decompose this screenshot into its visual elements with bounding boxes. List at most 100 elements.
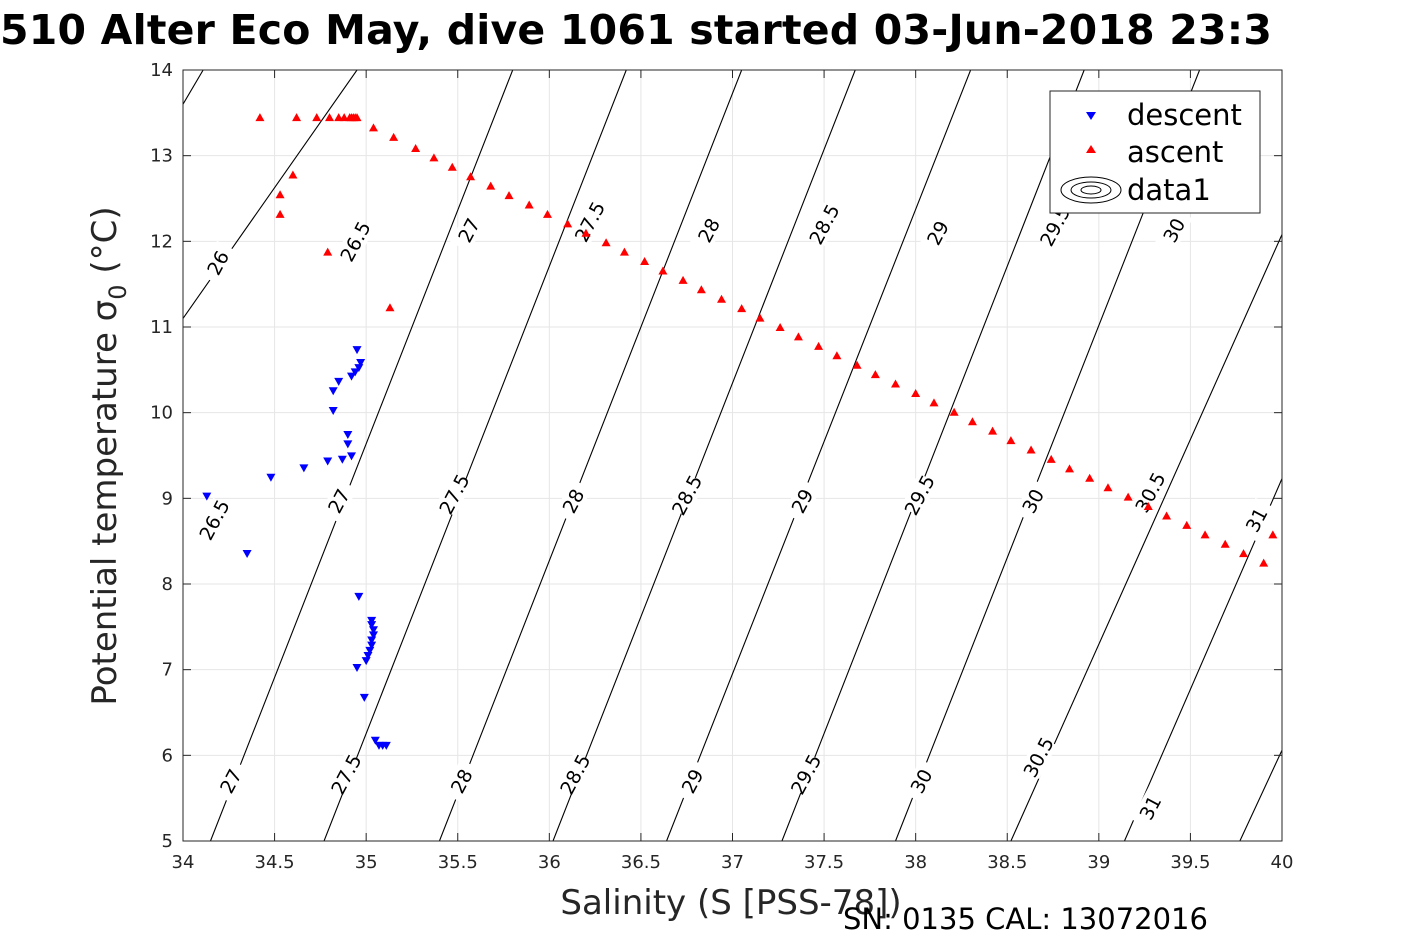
contour-line-28-5 [552,70,856,841]
ascent-point [891,379,901,388]
contour-label-bg [1131,470,1169,515]
ascent-point [255,113,265,122]
y-tick-label: 5 [162,831,173,852]
ascent-point [1143,502,1153,511]
y-tick-label: 10 [150,403,173,424]
ascent-point [1065,464,1075,473]
y-tick-label: 12 [150,231,173,252]
descent-point [368,631,378,640]
contour-label-bg [320,478,358,523]
descent-point [356,358,366,367]
ascent-point [988,426,998,435]
ascent-point [832,351,842,360]
ascent-point [678,275,688,284]
descent-point [370,736,380,745]
x-tick-label: 36.5 [621,852,661,873]
ascent-point [755,313,765,322]
ascent-point [870,370,880,379]
x-tick-label: 38 [904,852,927,873]
descent-point [343,440,353,449]
y-tick-label: 8 [162,574,173,595]
ascent-point [852,360,862,369]
x-tick-label: 35.5 [438,852,478,873]
contour-line-28 [438,70,743,841]
ascent-point [368,123,378,132]
descent-point [381,741,391,750]
contour-label-bg [327,752,365,797]
contour-label-bg [1019,735,1058,779]
y-tick-label: 14 [150,60,173,81]
contour-label-bg [442,759,481,803]
axis-ticks: 34 34.5 35 35.5 36 36.5 37 37.5 38 38.5 39 39.5 40 5 6… [150,60,1293,873]
x-axis-label: Salinity (S [PSS-78]) [560,883,901,923]
y-tick-label: 11 [150,317,173,338]
contour-label-bg [919,210,957,255]
data-markers [202,113,1278,750]
contour-line-31-5 [1239,749,1282,841]
legend-data1-label: data1 [1127,173,1211,207]
ascent-point [385,303,395,312]
ascent-point [1239,549,1249,558]
ascent-point [466,172,476,181]
ascent-point [1162,511,1172,520]
ascent-point [601,238,611,247]
y-axis-label-sub: 0 [104,284,132,299]
contour-label-bg [435,472,473,516]
ascent-point [543,209,553,218]
legend-ascent-label: ascent [1127,135,1223,169]
contour-label-bg [570,199,609,244]
ascent-point [737,304,747,313]
ascent-point [640,257,650,266]
contour-line-30-5 [1010,234,1282,841]
contour-label-bg [1237,497,1275,542]
contour-label-bg [783,478,821,523]
contour-label-bg [556,752,594,797]
ascent-point [524,200,534,209]
contour-label-bg [787,752,825,797]
descent-point [352,663,362,672]
descent-point [343,430,353,439]
ascent-point [1220,539,1230,548]
legend-box [1049,90,1261,214]
legend-descent-marker [1086,112,1096,120]
descent-point [350,368,360,377]
ascent-point [352,113,362,122]
ascent-point [929,398,939,407]
ascent-point [1006,436,1016,445]
ascent-point [793,332,803,341]
y-axis-label: Potential temperature σ0 (°C) [85,206,132,705]
x-tick-label: 39.5 [1170,852,1210,873]
contour-label-bg [673,759,711,803]
ascent-point [1268,530,1278,539]
ascent-point [967,417,977,426]
contour-label-bg [690,208,728,253]
x-tick-label: 40 [1271,852,1294,873]
descent-point [337,455,347,464]
ascent-point [563,219,573,228]
ascent-point [275,209,285,218]
y-tick-label: 7 [162,660,173,681]
contour-label-bg [902,759,940,803]
ascent-point [949,407,959,416]
descent-point [266,473,276,482]
ascent-point [658,266,668,275]
descent-point [328,406,338,415]
descent-point [367,621,377,630]
ascent-point [323,247,333,256]
ascent-point [911,388,921,397]
ascent-point [619,247,629,256]
y-tick-label: 13 [150,146,173,167]
ascent-point [288,170,298,179]
descent-point [334,377,344,386]
descent-point [367,641,377,650]
chart-title: 510 Alter Eco May, dive 1061 started 03-… [0,6,1273,54]
contour-label-bg [1155,208,1193,253]
contour-line-26 [183,70,204,105]
contour-label-bg [1014,478,1052,523]
legend-data1-contour-icon [1060,176,1122,204]
y-axis-label-unit: (°C) [85,206,125,284]
x-tick-label: 34.5 [255,852,295,873]
ascent-point [1259,558,1269,567]
descent-point [347,452,357,461]
